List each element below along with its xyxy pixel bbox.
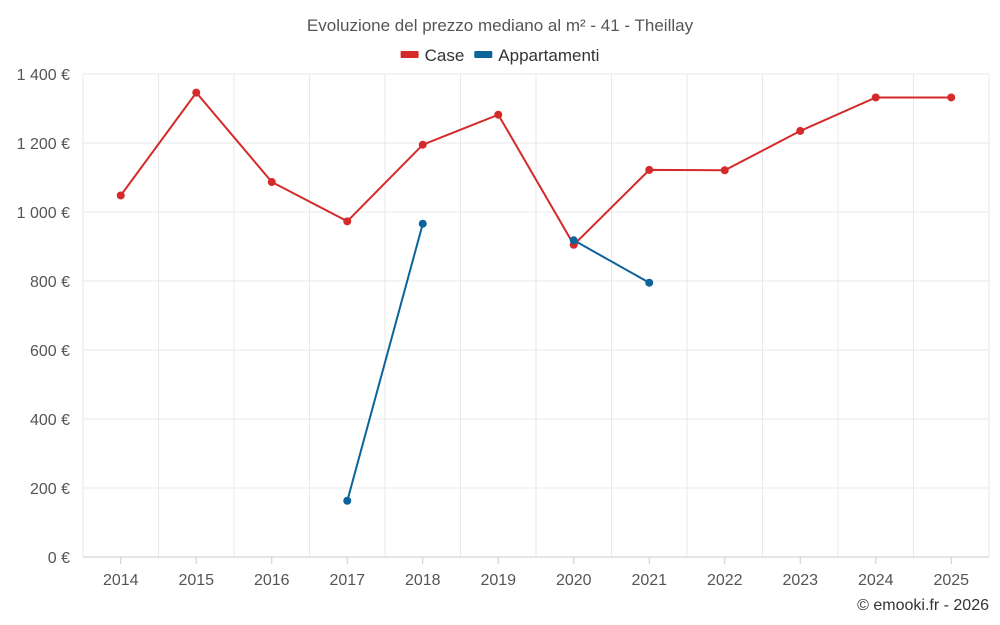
data-point[interactable] bbox=[645, 278, 654, 287]
data-point[interactable] bbox=[192, 88, 201, 97]
legend-label: Appartamenti bbox=[498, 46, 599, 65]
legend-label: Case bbox=[425, 46, 465, 65]
legend-swatch bbox=[474, 51, 493, 58]
data-point[interactable] bbox=[796, 126, 805, 135]
y-tick-label: 1 000 € bbox=[17, 205, 70, 222]
x-tick-label: 2021 bbox=[631, 572, 667, 589]
grid bbox=[82, 73, 990, 557]
credit-text: © emooki.fr - 2026 bbox=[857, 597, 989, 614]
x-tick-label: 2019 bbox=[480, 572, 516, 589]
data-point[interactable] bbox=[569, 236, 578, 245]
series-line bbox=[346, 223, 424, 502]
data-point[interactable] bbox=[720, 166, 729, 175]
data-point[interactable] bbox=[418, 219, 427, 228]
data-point[interactable] bbox=[343, 217, 352, 226]
x-tick-label: 2022 bbox=[707, 572, 743, 589]
series-line bbox=[119, 90, 952, 247]
data-point[interactable] bbox=[645, 165, 654, 174]
y-tick-label: 400 € bbox=[30, 412, 70, 429]
x-tick-label: 2025 bbox=[933, 572, 969, 589]
axes: 0 € 200 € 400 € 600 € 800 € 1 000 € 1 200 € 1 4… bbox=[17, 67, 989, 589]
legend[interactable]: Case Appartamenti bbox=[400, 46, 600, 65]
data-point[interactable] bbox=[871, 93, 880, 102]
x-tick-label: 2016 bbox=[254, 572, 290, 589]
series-layer bbox=[116, 88, 956, 505]
y-tick-label: 0 € bbox=[48, 550, 70, 567]
data-point[interactable] bbox=[343, 496, 352, 505]
x-tick-label: 2024 bbox=[858, 572, 894, 589]
legend-item-case[interactable]: Case bbox=[400, 46, 465, 65]
y-tick-label: 200 € bbox=[30, 481, 70, 498]
x-tick-label: 2020 bbox=[556, 572, 592, 589]
x-tick-label: 2017 bbox=[329, 572, 365, 589]
y-tick-label: 1 400 € bbox=[17, 67, 70, 84]
data-point[interactable] bbox=[418, 140, 427, 149]
x-tick-label: 2014 bbox=[103, 572, 139, 589]
series-line bbox=[573, 239, 650, 284]
series-appartamenti bbox=[343, 219, 654, 505]
chart-title: Evoluzione del prezzo mediano al m² - 41… bbox=[307, 16, 694, 35]
x-tick-label: 2018 bbox=[405, 572, 441, 589]
legend-swatch bbox=[400, 51, 419, 58]
y-tick-label: 600 € bbox=[30, 343, 70, 360]
data-point[interactable] bbox=[267, 177, 276, 186]
y-tick-label: 1 200 € bbox=[17, 136, 70, 153]
x-tick-label: 2023 bbox=[782, 572, 818, 589]
data-point[interactable] bbox=[116, 191, 125, 200]
x-tick-label: 2015 bbox=[178, 572, 214, 589]
data-point[interactable] bbox=[494, 110, 503, 119]
y-tick-label: 800 € bbox=[30, 274, 70, 291]
data-point[interactable] bbox=[947, 93, 956, 102]
legend-item-appartamenti[interactable]: Appartamenti bbox=[474, 46, 599, 65]
